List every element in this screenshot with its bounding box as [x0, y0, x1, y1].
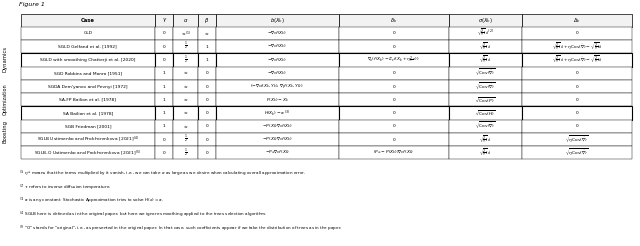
Text: $^{(4)}$ SGLB here is defined as in the original paper, but here we ignore smoot: $^{(4)}$ SGLB here is defined as in the … [19, 210, 268, 220]
Text: $^{(3)}$ $a$ is any constant. Stochastic Approximation tries to solve $H(x) = a$: $^{(3)}$ $a$ is any constant. Stochastic… [19, 196, 164, 206]
Text: $^{(5)}$ "O" stands for "original", i.e., as presented in the original paper. In: $^{(5)}$ "O" stands for "original", i.e.… [19, 224, 343, 234]
Text: Figure 1: Figure 1 [19, 2, 45, 7]
Text: Boosting: Boosting [3, 120, 8, 143]
Text: Dynamics: Dynamics [3, 46, 8, 72]
Text: $^{(1)}$ $\eta^\infty$ means that the terms multiplied by it vanish, i.e., we ca: $^{(1)}$ $\eta^\infty$ means that the te… [19, 169, 307, 179]
Text: Optimization: Optimization [3, 84, 8, 115]
Text: $^{(2)}$ $\tau$ refers to inverse diffusion temperature.: $^{(2)}$ $\tau$ refers to inverse diffus… [19, 182, 112, 193]
